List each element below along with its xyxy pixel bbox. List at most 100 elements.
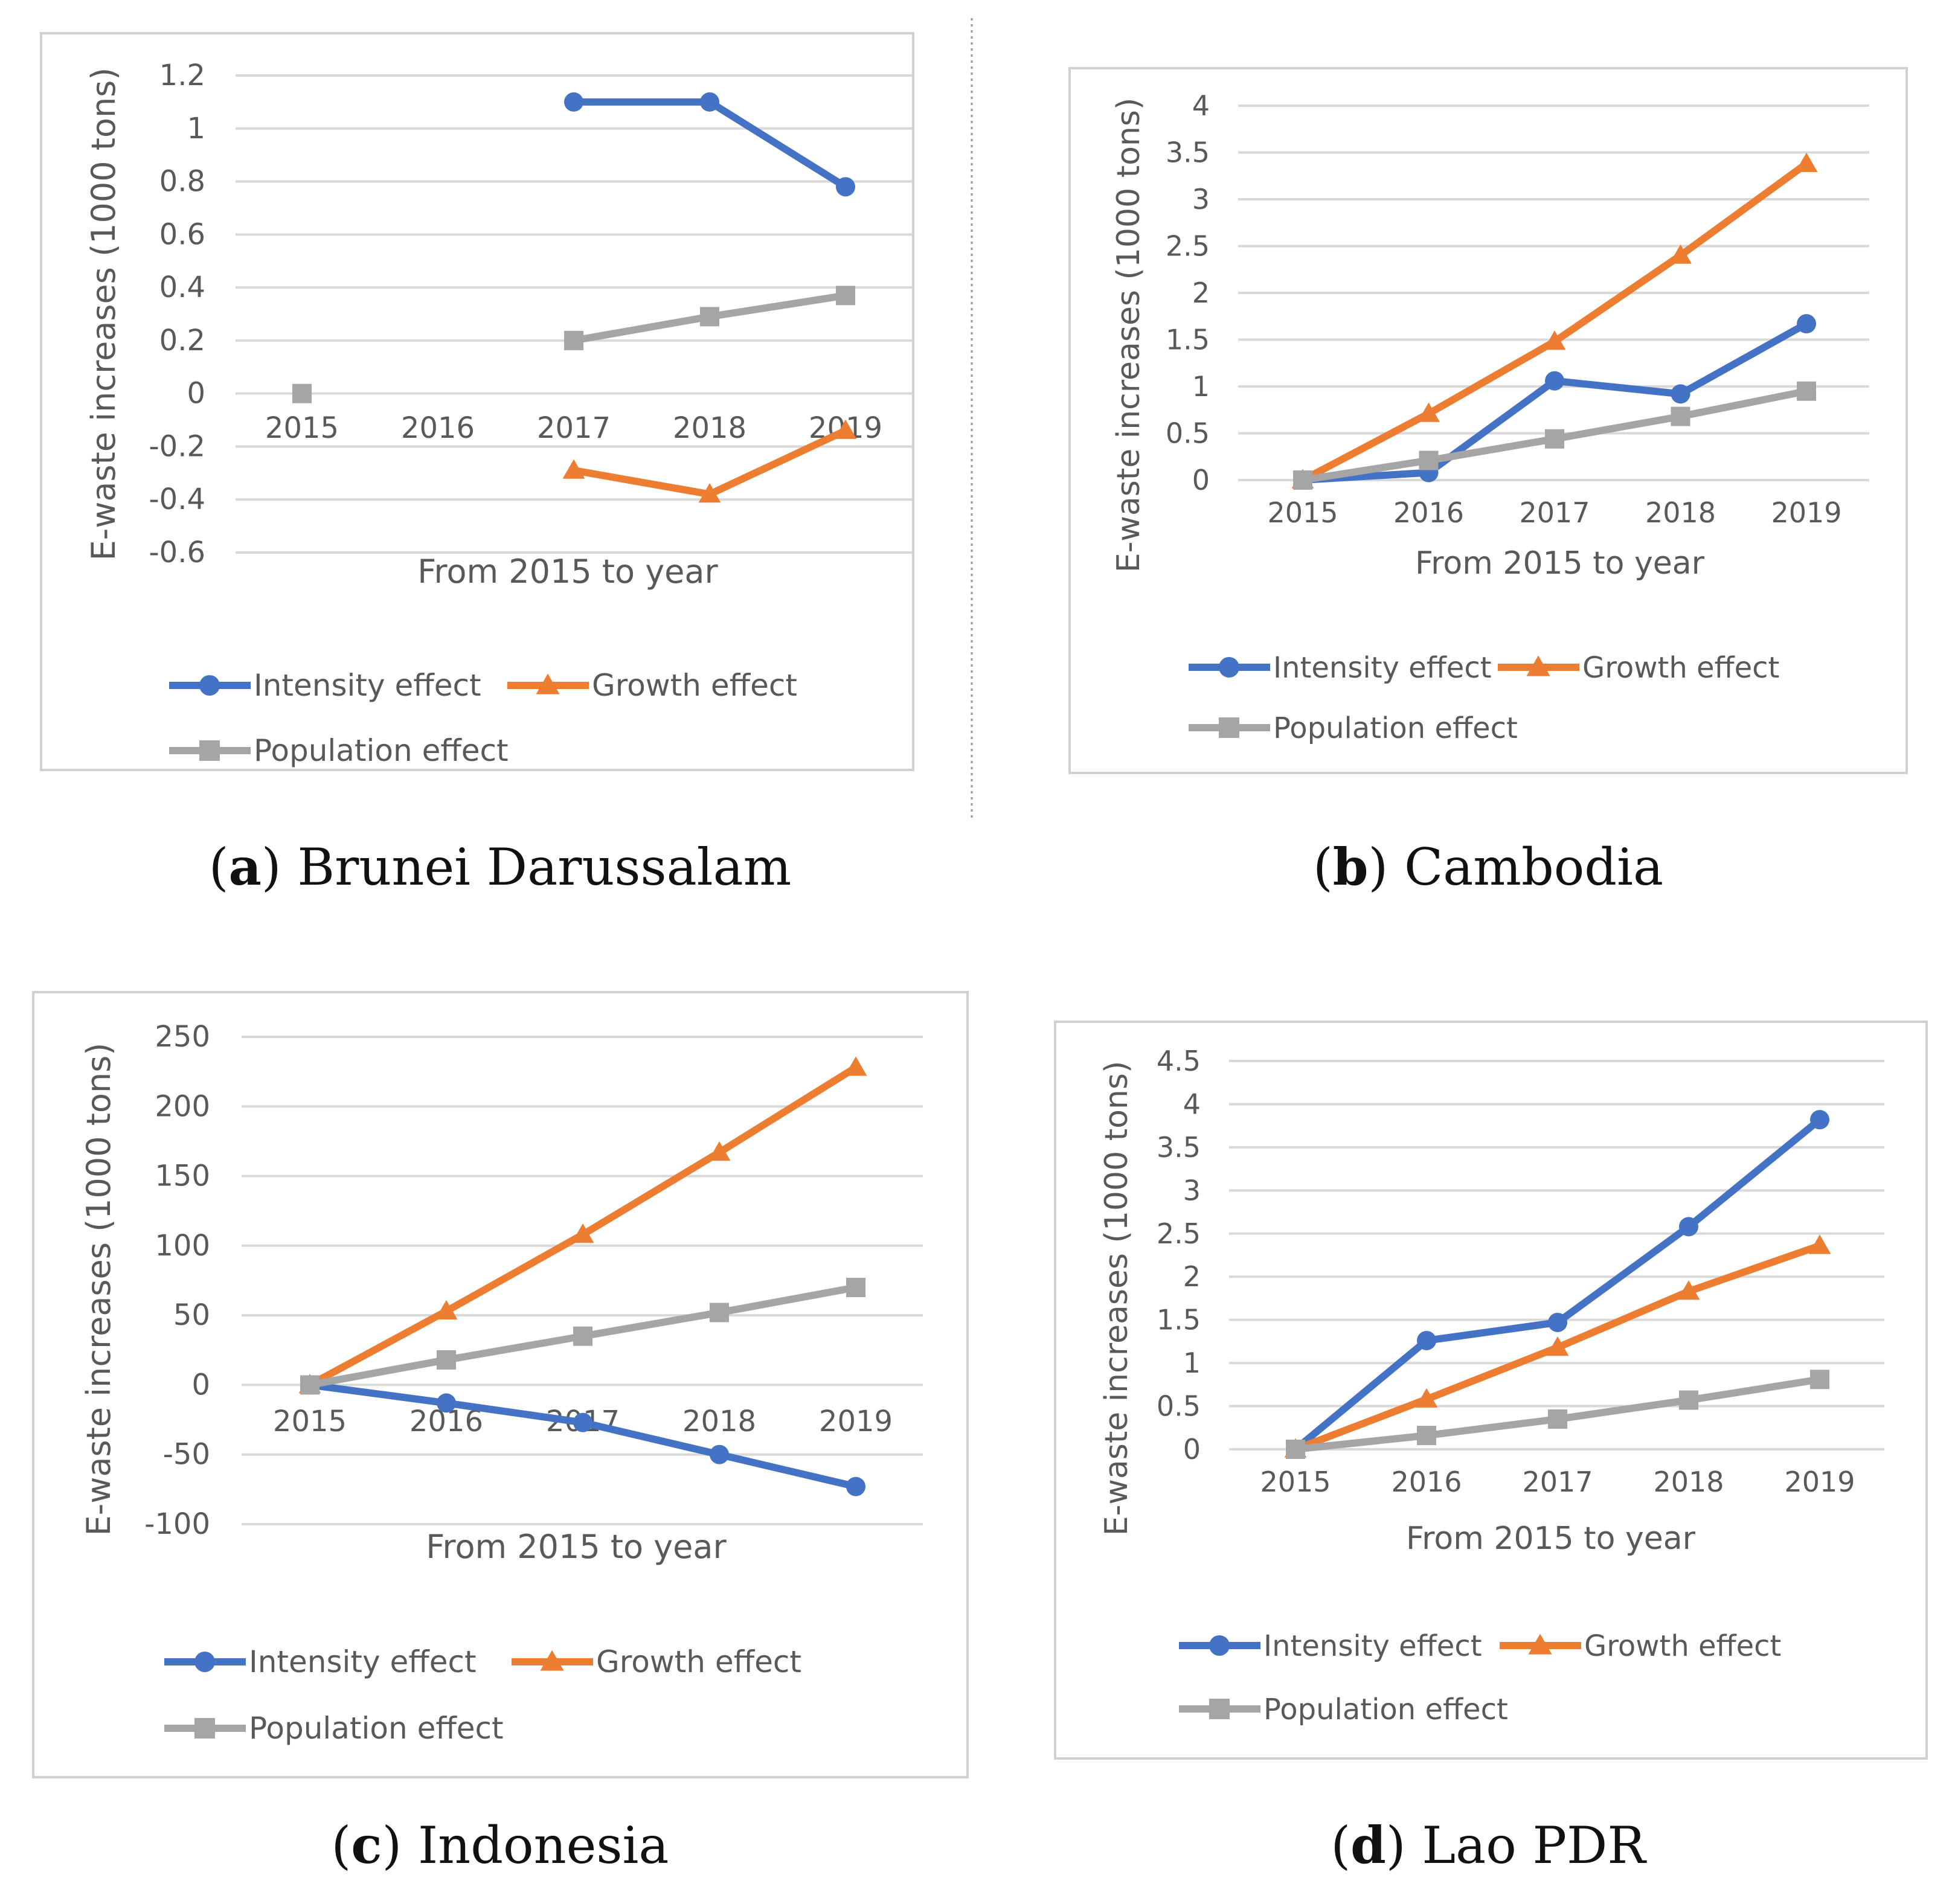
data-point-intensity (710, 1444, 729, 1464)
y-tick-label: 3.5 (1157, 1131, 1201, 1164)
y-tick-label: 0.6 (159, 217, 205, 251)
x-tick-label: 2018 (682, 1405, 756, 1438)
y-tick-label: 1.5 (1166, 324, 1210, 356)
x-tick-label: 2016 (1393, 496, 1464, 529)
y-axis-title: E-waste increases (1000 tons) (1111, 98, 1147, 573)
data-point-growth (1417, 402, 1440, 422)
data-point-growth (1415, 1388, 1438, 1408)
legend-marker-intensity (194, 1652, 215, 1672)
y-tick-label: -50 (163, 1438, 210, 1472)
legend-label: Intensity effect (254, 668, 481, 703)
data-point-population (700, 307, 719, 327)
legend-marker-population (199, 740, 220, 761)
x-tick-label: 2018 (1645, 496, 1716, 529)
data-point-population (573, 1326, 592, 1346)
y-tick-label: 0.5 (1166, 417, 1210, 450)
data-point-growth (1795, 152, 1818, 172)
data-point-growth (1546, 1336, 1569, 1356)
y-tick-label: 100 (155, 1229, 210, 1263)
y-tick-label: 2 (1192, 277, 1210, 309)
y-tick-label: 4.5 (1157, 1045, 1201, 1077)
legend-marker-population (1219, 717, 1239, 738)
data-point-population (564, 330, 583, 350)
x-tick-label: 2015 (265, 411, 339, 445)
data-point-intensity (1417, 1330, 1436, 1350)
chart-d: 0 0.5 1 1.5 2 2.5 3 3.5 4 4.5 2015 2016 2017 2018 2019… (1054, 1021, 1928, 1875)
y-tick-label: 0.2 (159, 324, 205, 357)
data-point-population (1417, 1426, 1436, 1446)
data-point-intensity (437, 1393, 456, 1413)
x-tick-label: 2017 (1522, 1466, 1593, 1498)
legend-item-growth: Growth effect (1500, 1629, 1781, 1663)
chart-frame (1054, 1021, 1928, 1760)
data-point-growth (1808, 1234, 1831, 1254)
legend-label: Intensity effect (249, 1644, 477, 1679)
y-tick-label: 250 (155, 1020, 210, 1054)
legend-item-growth: Growth effect (512, 1644, 801, 1679)
y-tick-label: 2.5 (1166, 230, 1210, 263)
data-point-population (836, 286, 855, 306)
data-point-growth (844, 1056, 867, 1076)
data-point-population (437, 1350, 456, 1370)
y-tick-label: 0 (187, 377, 205, 411)
y-tick-label: 0.8 (159, 165, 205, 199)
y-tick-label: 0 (1192, 464, 1210, 496)
data-point-growth (571, 1223, 594, 1243)
x-axis-title: From 2015 to year (1415, 545, 1705, 582)
data-point-intensity (846, 1476, 865, 1496)
y-tick-label: -0.2 (149, 429, 205, 463)
x-tick-label: 2019 (819, 1405, 893, 1438)
data-point-growth (435, 1300, 458, 1320)
chart-frame (40, 32, 914, 771)
y-tick-label: 4 (1192, 89, 1210, 122)
y-tick-label: 3 (1183, 1174, 1201, 1207)
data-point-population (1293, 470, 1312, 490)
legend-label: Growth effect (1582, 651, 1779, 685)
legend-marker-intensity (1219, 657, 1239, 678)
data-point-population (292, 383, 312, 403)
y-axis-title: E-waste increases (1000 tons) (85, 68, 123, 561)
y-tick-label: 50 (173, 1298, 210, 1332)
legend-item-population: Population effect (169, 733, 509, 768)
legend-item-intensity: Intensity effect (1189, 651, 1492, 685)
y-tick-label: -0.6 (149, 536, 205, 569)
y-tick-label: 1 (187, 112, 205, 146)
legend-marker-growth (536, 673, 560, 694)
data-point-population (300, 1375, 319, 1395)
x-tick-label: 2016 (1391, 1466, 1462, 1498)
data-point-intensity (1548, 1312, 1567, 1332)
y-tick-label: -0.4 (149, 482, 205, 516)
y-tick-label: 150 (155, 1159, 210, 1193)
data-point-population (1679, 1390, 1698, 1410)
legend-item-intensity: Intensity effect (169, 668, 481, 703)
legend-item-growth: Growth effect (1498, 651, 1779, 685)
legend-item-intensity: Intensity effect (164, 1644, 477, 1679)
data-point-intensity (564, 92, 583, 112)
legend-label: Population effect (1263, 1693, 1508, 1726)
x-axis-title: From 2015 to year (1406, 1521, 1696, 1557)
data-point-population (710, 1303, 729, 1322)
y-tick-label: 1.2 (159, 59, 205, 92)
legend-item-growth: Growth effect (507, 668, 797, 703)
data-point-population (1797, 381, 1816, 401)
y-tick-label: 0 (191, 1368, 210, 1402)
data-point-population (1810, 1370, 1829, 1390)
data-point-intensity (836, 177, 855, 197)
legend-item-population: Population effect (1179, 1693, 1508, 1726)
data-point-intensity (1679, 1217, 1698, 1237)
y-axis-title: E-waste increases (1000 tons) (80, 1043, 118, 1536)
data-point-growth (1543, 330, 1566, 350)
data-point-population (1286, 1440, 1305, 1459)
legend-label: Population effect (1273, 711, 1518, 745)
legend-item-intensity: Intensity effect (1179, 1629, 1482, 1663)
data-point-population (1419, 450, 1439, 470)
legend-marker-population (194, 1718, 215, 1739)
data-point-population (846, 1278, 865, 1298)
legend-item-population: Population effect (164, 1711, 504, 1746)
legend-marker-growth (540, 1650, 564, 1671)
x-tick-label: 2017 (537, 411, 611, 445)
legend-label: Growth effect (1584, 1629, 1781, 1663)
legend-label: Growth effect (596, 1644, 801, 1679)
